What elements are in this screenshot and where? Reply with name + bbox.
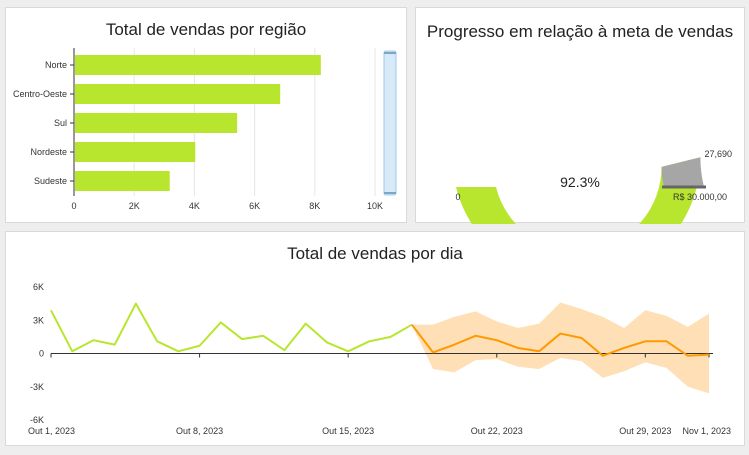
gauge-target-label: R$ 30.000,00 [673,192,727,202]
bar-norte [75,55,321,75]
y-tick-label: -6K [30,415,44,425]
x-tick-label: 4K [189,201,200,211]
sales-goal-panel: Progresso em relação à meta de vendas 92… [415,7,745,224]
x-tick-label: 8K [309,201,320,211]
gauge-remaining-arc [661,157,704,187]
y-tick-label: 0 [39,349,44,359]
sales-goal-title: Progresso em relação à meta de vendas [426,22,734,41]
y-tick-label: 6K [33,282,44,292]
x-tick-label: Out 1, 2023 [28,426,75,436]
x-tick-label: Out 8, 2023 [176,426,223,436]
actual-sales-line [50,302,413,353]
sales-by-day-title: Total de vendas por dia [287,244,463,263]
sales-by-region-panel: Total de vendas por região 0 2K 4K 6K 8K 10K N… [5,7,407,223]
category-label: Sul [54,118,67,128]
x-tick-label: 6K [249,201,260,211]
chart-scrollbar [383,50,397,196]
y-tick-label: 3K [33,315,44,325]
category-label: Nordeste [30,147,67,157]
x-tick-label: Out 29, 2023 [619,426,671,436]
x-tick-label: 10K [367,201,383,211]
bar-nordeste [75,142,196,162]
x-tick-label: Nov 1, 2023 [682,426,731,436]
category-label: Sudeste [34,176,67,186]
gauge-percent-label: 92.3% [560,174,600,190]
category-label: Centro-Oeste [13,89,67,99]
sales-by-region-title: Total de vendas por região [105,20,307,39]
x-tick-label: Out 15, 2023 [322,426,374,436]
x-tick-label: 0 [71,201,76,211]
x-tick-label: 2K [129,201,140,211]
forecast-confidence-band [411,302,709,394]
sales-by-region-chart: 0 2K 4K 6K 8K 10K Norte Centro-Oeste Sul Nordeste… [13,48,397,211]
x-tick-label: Out 22, 2023 [471,426,523,436]
bar-sudeste [75,171,170,191]
gauge-min-label: 0 [455,192,460,202]
sales-by-day-panel: Total de vendas por dia 6K 3K 0 -3K -6K Out 1… [5,231,745,446]
y-tick-label: -3K [30,382,44,392]
gauge-value-label: 27,690 [704,149,732,159]
bar-sul [75,113,238,133]
category-label: Norte [45,60,67,70]
sales-goal-gauge: 92.3% 0 R$ 30.000,00 27,690 [455,149,732,224]
bar-centro-oeste [75,84,281,104]
